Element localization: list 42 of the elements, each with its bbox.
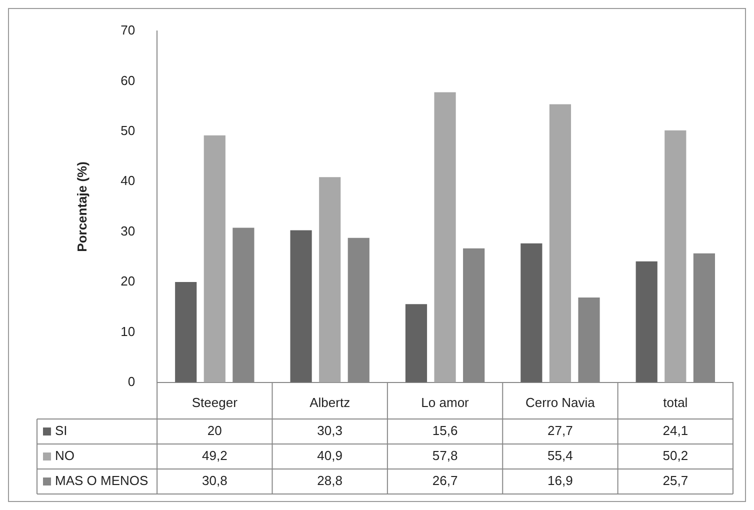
data-label: 55,4 bbox=[548, 448, 573, 464]
x-tick-label: Albertz bbox=[310, 394, 350, 410]
y-tick-label: 30 bbox=[120, 223, 136, 238]
y-tick-label: 60 bbox=[120, 72, 136, 88]
data-label: 49,2 bbox=[202, 448, 228, 464]
data-label: 50,2 bbox=[662, 448, 688, 464]
y-tick-label: 50 bbox=[120, 122, 136, 138]
data-label: 25,7 bbox=[662, 473, 688, 488]
x-tick-label: Lo amor bbox=[421, 394, 470, 410]
data-label: 30,8 bbox=[202, 473, 228, 488]
x-tick-label: Cerro Navia bbox=[526, 394, 596, 410]
bar bbox=[290, 230, 312, 382]
data-label: 15,6 bbox=[432, 423, 458, 438]
data-label: 28,8 bbox=[317, 473, 342, 488]
y-tick-label: 70 bbox=[120, 22, 136, 38]
bar bbox=[520, 243, 542, 382]
bar bbox=[636, 261, 658, 382]
y-tick-label: 0 bbox=[128, 374, 136, 389]
y-tick-label: 40 bbox=[120, 173, 136, 188]
bar bbox=[319, 177, 341, 382]
data-label: 57,8 bbox=[432, 448, 458, 464]
data-label: 27,7 bbox=[548, 423, 573, 438]
data-label: 20 bbox=[207, 423, 222, 438]
bar bbox=[175, 282, 197, 382]
y-tick-label: 20 bbox=[120, 274, 136, 289]
x-tick-label: Steeger bbox=[192, 394, 238, 410]
data-label: 40,9 bbox=[317, 448, 342, 464]
data-label: 26,7 bbox=[432, 473, 458, 488]
legend-label: MAS O MENOS bbox=[55, 473, 149, 488]
legend-label: NO bbox=[55, 448, 74, 464]
y-axis-title: Porcentaje (%) bbox=[74, 162, 90, 252]
bar bbox=[549, 104, 572, 382]
data-label: 16,9 bbox=[548, 473, 573, 488]
data-label: 30,3 bbox=[317, 423, 342, 438]
x-tick-label: total bbox=[663, 394, 688, 410]
y-tick-label: 10 bbox=[120, 324, 136, 339]
bar bbox=[204, 135, 226, 382]
data-label: 24,1 bbox=[662, 423, 688, 438]
bar bbox=[664, 130, 686, 382]
legend-label: SI bbox=[55, 423, 68, 438]
bar bbox=[434, 92, 456, 382]
bar bbox=[405, 304, 428, 382]
